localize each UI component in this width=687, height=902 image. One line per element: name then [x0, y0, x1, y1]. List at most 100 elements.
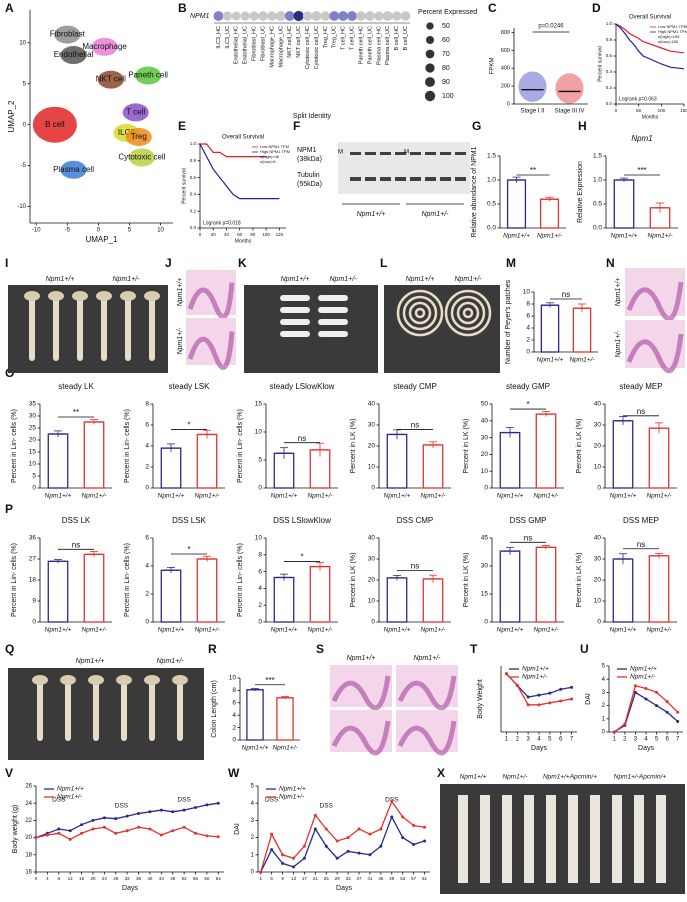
x-tick-label: Fibroblast_UC: [260, 26, 266, 61]
blot-band: [455, 177, 466, 181]
x-tick-label: T cell_UC: [350, 26, 356, 50]
y-tick-label: 5: [258, 457, 262, 464]
legend-label: Low NPM1 TPM: [658, 24, 687, 29]
point: [80, 831, 84, 835]
group-label: Npm1+/+: [357, 211, 386, 218]
y-axis-label: DAI: [234, 823, 241, 835]
bar: [422, 578, 444, 623]
point: [655, 704, 659, 708]
point: [80, 823, 84, 827]
point: [114, 817, 118, 821]
x-tick-label: Npm1+/+: [610, 627, 637, 634]
spiral: [414, 307, 426, 319]
panel-label: B: [178, 1, 187, 15]
bar: [540, 304, 560, 353]
tissue: [187, 331, 235, 370]
chart-title: steady MEP: [619, 382, 662, 391]
chart-title: steady CMP: [393, 382, 437, 391]
point: [526, 695, 530, 699]
legend-label: High NPM1 TPM: [658, 29, 687, 34]
dot: [374, 11, 384, 21]
bar: [499, 431, 521, 489]
x-tick-label: 9: [281, 876, 284, 881]
y-tick-label: 1.0: [593, 177, 602, 184]
blot-band: [395, 152, 406, 155]
x-tick-label: 64: [216, 876, 222, 881]
panel-label: G: [472, 119, 481, 133]
y-axis-label: Number of Peyer's patches: [505, 279, 512, 364]
y-axis-label: Relative Expression: [577, 161, 584, 223]
point: [216, 835, 220, 839]
panel-label: E: [178, 119, 186, 133]
significance: ns: [298, 434, 306, 443]
dot: [338, 11, 349, 21]
point: [379, 827, 383, 831]
cluster-label: T cell: [126, 108, 145, 117]
panel-label: X: [437, 766, 445, 780]
point: [302, 856, 306, 860]
y-tick-label: 2: [526, 337, 530, 344]
cluster: [97, 70, 124, 89]
point: [665, 700, 669, 704]
group-label: Npm1+/-: [177, 327, 184, 355]
bar: [648, 555, 670, 623]
x-tick-label: Npm1+/-: [194, 493, 220, 500]
x-tick-label: Npm1+/+: [384, 493, 411, 500]
survival-curve: [200, 143, 267, 158]
blot-label: Tubulin: [297, 172, 320, 179]
colon: [656, 795, 666, 883]
legend-label: Npm1+/+: [630, 666, 657, 673]
x-tick-label: NKT cell_HC: [287, 26, 293, 58]
y-tick-label: 8: [232, 687, 236, 694]
chart-title: DSS LSK: [172, 516, 206, 525]
patch: [280, 307, 310, 313]
significance: ns: [637, 407, 645, 416]
y-tick-label: 3: [602, 690, 606, 696]
point: [335, 856, 339, 860]
point: [125, 829, 129, 833]
x-tick-label: 5: [270, 876, 273, 881]
chart-title: steady LSK: [169, 382, 211, 391]
y-tick-label: 25: [29, 425, 37, 432]
blot-band: [350, 152, 361, 155]
significance: **: [73, 408, 79, 417]
point: [313, 827, 317, 831]
bar: [196, 433, 218, 489]
x-tick-label: Npm1+/+: [537, 357, 564, 364]
tissue: [331, 720, 391, 756]
y-tick-label: 26: [25, 784, 32, 790]
dot: [275, 11, 286, 21]
point: [368, 853, 372, 857]
x-tick-label: Npm1+/-: [533, 627, 559, 634]
chart-title: Overall Survival: [629, 15, 671, 21]
spiral: [396, 289, 444, 337]
dot: [267, 11, 277, 21]
legend-dot: [425, 63, 435, 73]
legend-dot: [424, 90, 436, 102]
dot: [293, 10, 304, 22]
group-label: Npm1+/+: [177, 278, 184, 307]
group-label: Npm1+/-: [329, 276, 357, 283]
y-tick-label: 0: [484, 485, 488, 492]
y-tick-label: 30: [481, 434, 489, 441]
y-tick-label: 30: [29, 413, 37, 420]
bar: [246, 689, 264, 741]
panel-label: R: [208, 642, 217, 656]
y-tick-label: 0: [32, 485, 36, 492]
photo: [244, 285, 378, 373]
x-tick-label: Stage III IV: [555, 109, 585, 115]
y-tick-label: 10: [368, 598, 376, 605]
panel-label: I: [5, 256, 8, 270]
panel-label: W: [228, 766, 240, 780]
point: [335, 839, 339, 843]
point: [401, 815, 405, 819]
legend-note: n(low)=8: [260, 159, 276, 164]
x-tick-label: ILC3_HC: [216, 26, 222, 49]
significance: ns: [411, 561, 419, 570]
x-tick-label: Treg_HC: [323, 26, 329, 48]
point: [57, 827, 61, 831]
y-tick-label: 10: [594, 598, 602, 605]
dot: [382, 11, 393, 21]
x-tick-label: 3: [634, 737, 638, 743]
